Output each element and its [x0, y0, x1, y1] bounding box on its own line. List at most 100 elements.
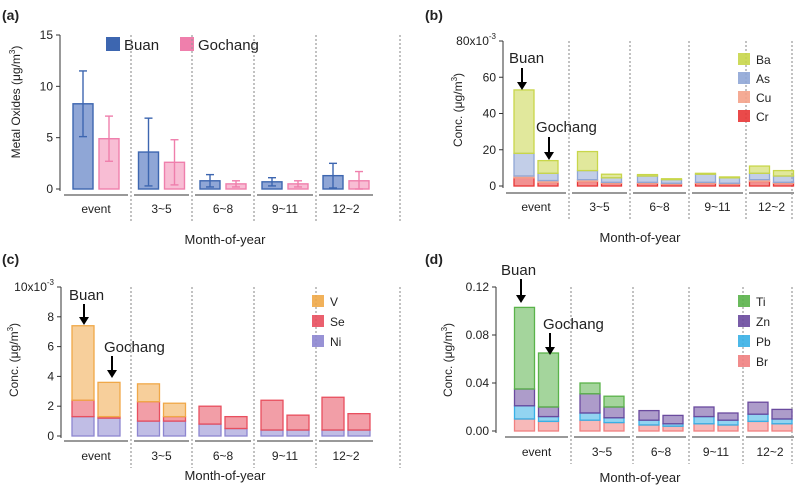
segment-ni-gochang	[347, 429, 371, 437]
segment-pb-buan	[693, 415, 715, 425]
panel-b: (b) Conc. (μg/m3) Month-of-year Buan Goc…	[425, 7, 795, 245]
segment-cr-buan	[748, 180, 771, 187]
legend-label-v: V	[330, 295, 338, 309]
legend-label-buan: Buan	[124, 37, 159, 54]
segment-zn-buan	[693, 406, 715, 418]
x-tick-label: 3~5	[592, 445, 613, 459]
segment-as-gochang	[772, 175, 795, 184]
segment-ni-gochang	[224, 427, 248, 437]
y-tick-label: 40	[483, 107, 497, 121]
y-tick-label: 0.12	[466, 280, 490, 294]
y-tick-label: 10	[40, 79, 54, 93]
segment-se-buan	[136, 401, 161, 422]
x-tick-label: 3~5	[589, 200, 610, 214]
segment-pb-buan	[747, 413, 769, 423]
segment-as-buan	[748, 172, 771, 181]
annotation-buan: Buan	[69, 287, 104, 304]
segment-ti-gochang	[537, 352, 560, 408]
panel-label: (c)	[2, 251, 19, 267]
y-tick-label: 2	[47, 399, 54, 413]
segment-zn-buan	[747, 401, 769, 415]
x-axis-label: Month-of-year	[600, 470, 682, 485]
segment-ba-gochang	[718, 176, 741, 179]
annotation-buan: Buan	[509, 50, 544, 67]
segment-br-gochang	[537, 420, 560, 432]
y-axis-label: Metal Oxides (μg/m3)	[8, 46, 23, 159]
segment-se-gochang	[286, 414, 310, 431]
legend-swatch-zn	[738, 315, 750, 327]
y-tick-label: 5	[46, 131, 53, 145]
x-tick-label: event	[81, 449, 111, 463]
legend-label-br: Br	[756, 355, 768, 369]
segment-br-buan	[513, 418, 536, 432]
segment-as-gochang	[718, 177, 741, 184]
segment-br-gochang	[717, 424, 739, 432]
segment-zn-gochang	[537, 406, 560, 418]
segment-ni-gochang	[97, 417, 121, 437]
x-tick-label: event	[521, 200, 551, 214]
x-tick-label: 6~8	[213, 449, 234, 463]
annotation-gochang: Gochang	[104, 339, 165, 356]
x-tick-label: 9~11	[704, 200, 730, 214]
buan-arrow-head	[516, 295, 526, 303]
legend-swatch-cu	[738, 91, 750, 103]
gochang-arrow-head	[544, 152, 554, 160]
legend-label-se: Se	[330, 315, 345, 329]
y-tick-label: 80x10-3	[456, 32, 496, 48]
segment-br-gochang	[603, 421, 625, 432]
legend-swatch-cr	[738, 110, 750, 122]
segment-se-buan	[321, 396, 345, 431]
segment-as-gochang	[537, 172, 559, 182]
y-tick-label: 15	[40, 28, 54, 42]
segment-as-gochang	[600, 177, 623, 184]
segment-zn-gochang	[717, 412, 739, 421]
segment-pb-gochang	[771, 418, 793, 425]
x-tick-label: 6~8	[651, 445, 672, 459]
segment-br-buan	[638, 424, 660, 432]
x-tick-label: 9~11	[272, 449, 298, 463]
legend-label-cr: Cr	[756, 110, 769, 124]
segment-ni-buan	[321, 429, 345, 437]
y-tick-label: 0.04	[466, 376, 490, 390]
segment-se-buan	[260, 399, 284, 431]
segment-br-gochang	[771, 423, 793, 432]
panel-a: (a) Metal Oxides (μg/m3) Month-of-year B…	[2, 7, 401, 247]
segment-pb-gochang	[717, 419, 739, 426]
x-axis-label: Month-of-year	[185, 232, 267, 247]
x-tick-label: 6~8	[213, 202, 234, 216]
segment-v-buan	[71, 325, 95, 401]
y-axis-label: Conc. (μg/m3)	[450, 73, 465, 147]
gochang-arrow-head	[107, 370, 117, 378]
annotation-gochang: Gochang	[536, 119, 597, 136]
y-tick-label: 0	[47, 429, 54, 443]
panel-label: (b)	[425, 7, 443, 23]
segment-pb-buan	[513, 405, 536, 420]
legend-label-gochang: Gochang	[198, 37, 259, 54]
segment-zn-buan	[579, 393, 601, 414]
segment-as-buan	[694, 173, 717, 184]
segment-ba-gochang	[660, 178, 683, 181]
segment-br-buan	[579, 419, 601, 432]
segment-se-gochang	[224, 415, 248, 430]
segment-zn-buan	[638, 409, 660, 421]
annotation-buan: Buan	[501, 262, 536, 279]
y-tick-label: 6	[47, 340, 54, 354]
legend-label-ba: Ba	[756, 53, 771, 67]
segment-pb-gochang	[603, 417, 625, 424]
legend-label-ni: Ni	[330, 335, 341, 349]
x-tick-label: event	[522, 445, 552, 459]
legend-swatch-gochang	[180, 37, 194, 51]
y-tick-label: 4	[47, 369, 54, 383]
segment-ba-buan	[513, 89, 535, 155]
legend-swatch-se	[312, 315, 324, 327]
segment-se-gochang	[347, 412, 371, 431]
y-tick-label: 0	[489, 179, 496, 193]
segment-pb-buan	[638, 419, 660, 426]
segment-zn-gochang	[662, 414, 684, 425]
x-tick-label: 9~11	[703, 445, 729, 459]
segment-ni-gochang	[162, 420, 187, 437]
segment-se-buan	[198, 405, 222, 425]
legend-swatch-buan	[106, 37, 120, 51]
legend-swatch-ti	[738, 295, 750, 307]
x-tick-label: 12~2	[332, 449, 359, 463]
